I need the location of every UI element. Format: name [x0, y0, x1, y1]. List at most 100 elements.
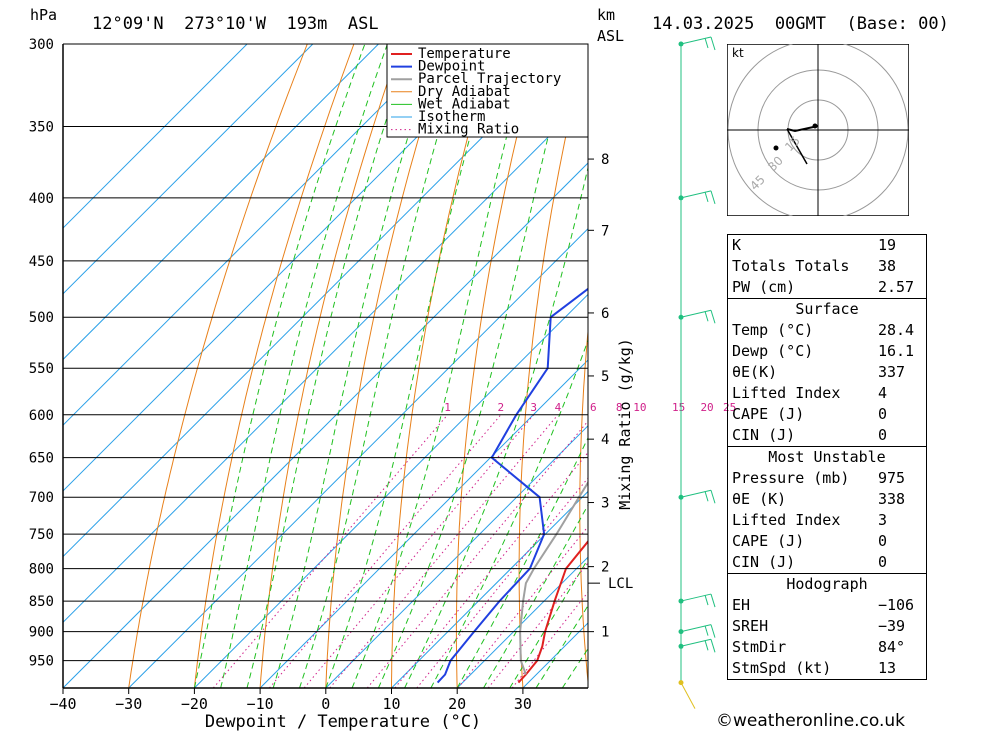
stmspd-value: 13: [877, 659, 897, 677]
mixing-ratio-label: 3: [530, 401, 537, 414]
legend-label: Parcel Trajectory: [418, 71, 561, 87]
wind-barb-flag: [710, 593, 716, 608]
wind-barb: [680, 489, 712, 498]
mu-li-label: Lifted Index: [732, 511, 841, 529]
isotherm-line: [63, 44, 379, 361]
wet-adiabat-line: [377, 44, 572, 688]
pressure-tick-label: 700: [29, 490, 54, 506]
pressure-tick-label: 800: [29, 562, 54, 578]
temp-tick-label: −10: [247, 695, 274, 713]
isotherm-line: [128, 227, 588, 688]
wind-barb: [680, 638, 712, 647]
temp-tick-label: 20: [448, 695, 466, 713]
sfc-theta-label: θE(K): [732, 363, 778, 381]
dry-adiabat-line: [957, 44, 1000, 688]
sreh-value: −39: [877, 617, 906, 635]
mixing-ratio-line: [269, 414, 502, 688]
sfc-li-value: 4: [877, 384, 887, 402]
pressure-tick-label: 900: [29, 625, 54, 641]
pw-label: PW (cm): [732, 278, 796, 296]
km-unit: km: [597, 6, 616, 24]
temp-tick-label: −30: [115, 695, 142, 713]
km-tick-label: 8: [601, 152, 609, 168]
isotherm-line: [63, 44, 314, 295]
wind-barb-flag: [710, 624, 716, 638]
isotherm-line: [63, 96, 588, 624]
sfc-cin-value: 0: [877, 426, 887, 444]
isotherm-line: [63, 44, 445, 426]
isotherm-line: [259, 359, 588, 688]
pressure-tick-label: 950: [29, 654, 54, 670]
eh-value: −106: [877, 596, 915, 614]
dry-adiabat-line: [128, 44, 308, 688]
dry-adiabat-line: [518, 44, 588, 688]
legend-label: Wet Adiabat: [418, 96, 511, 112]
km-tick-label: 7: [601, 223, 609, 239]
legend-label: Dewpoint: [418, 59, 485, 75]
hodograph-unit: kt: [732, 46, 744, 60]
wind-barb: [680, 309, 712, 318]
temp-tick-label: −40: [49, 695, 76, 713]
mixing-ratio-label: 2: [497, 401, 504, 414]
wind-barb: [680, 682, 696, 709]
sfc-temp-label: Temp (°C): [732, 321, 814, 339]
pressure-tick-label: 650: [29, 451, 54, 467]
hodo-title: Hodograph: [727, 573, 927, 595]
km-tick-label: 1: [601, 625, 609, 641]
x-axis-label: Dewpoint / Temperature (°C): [205, 712, 481, 732]
tt-label: Totals Totals: [732, 257, 850, 275]
wind-barb-flag: [704, 311, 709, 322]
dry-adiabat-line: [193, 44, 355, 688]
mu-cin-value: 0: [877, 553, 887, 571]
km-tick-label: 5: [601, 369, 609, 385]
mixing-ratio-label: 15: [672, 401, 685, 414]
wet-adiabat-line: [246, 44, 412, 688]
mu-pres-label: Pressure (mb): [732, 469, 850, 487]
wind-barb: [680, 593, 712, 602]
isotherm-line: [63, 162, 588, 688]
sfc-cape-value: 0: [877, 405, 887, 423]
pressure-tick-label: 350: [29, 119, 54, 135]
stmdir-value: 84°: [877, 638, 906, 656]
mixing-ratio-line: [457, 525, 588, 688]
legend-label: Mixing Ratio: [418, 122, 519, 138]
stmdir-label: StmDir: [732, 638, 787, 656]
datetime-title: 14.03.2025 00GMT (Base: 00): [652, 14, 949, 34]
wind-barb-flag: [710, 639, 716, 653]
temp-tick-label: 10: [382, 695, 400, 713]
legend-label: Isotherm: [418, 109, 485, 125]
km-tick-label: 4: [601, 432, 609, 448]
hodograph-sfc-dot: [812, 123, 818, 129]
series-line-dewpoint: [436, 287, 588, 684]
wind-barb-flag: [704, 37, 709, 49]
lcl-label: LCL: [608, 576, 633, 592]
wet-adiabat-line: [220, 44, 388, 688]
legend-label: Dry Adiabat: [418, 84, 511, 100]
hodograph-trace: [786, 125, 819, 133]
sfc-dewp-label: Dewp (°C): [732, 342, 814, 360]
mixing-ratio-line: [329, 414, 559, 688]
mu-li-value: 3: [877, 511, 887, 529]
sfc-theta-value: 337: [877, 363, 906, 381]
mu-theta-value: 338: [877, 490, 906, 508]
km-tick-label: 2: [601, 560, 609, 576]
dry-adiabat-line: [455, 44, 541, 688]
mu-cape-label: CAPE (J): [732, 532, 805, 550]
location-title: 12°09'N 273°10'W 193m ASL: [92, 14, 379, 34]
wind-barb-flag: [710, 190, 716, 205]
wind-barb-flag: [710, 310, 716, 324]
pressure-tick-label: 550: [29, 361, 54, 377]
dry-adiabat-line: [325, 44, 448, 688]
isotherm-line: [325, 425, 588, 688]
wet-adiabat-line: [193, 44, 366, 688]
isotherm-line: [63, 44, 511, 492]
wet-adiabat-line: [299, 44, 466, 688]
credit-link[interactable]: ©weatheronline.co.uk: [716, 711, 906, 731]
pressure-tick-label: 300: [29, 37, 54, 53]
temp-tick-label: 30: [514, 695, 532, 713]
mixing-ratio-label: 20: [700, 401, 713, 414]
wind-barb-flag: [704, 594, 709, 606]
